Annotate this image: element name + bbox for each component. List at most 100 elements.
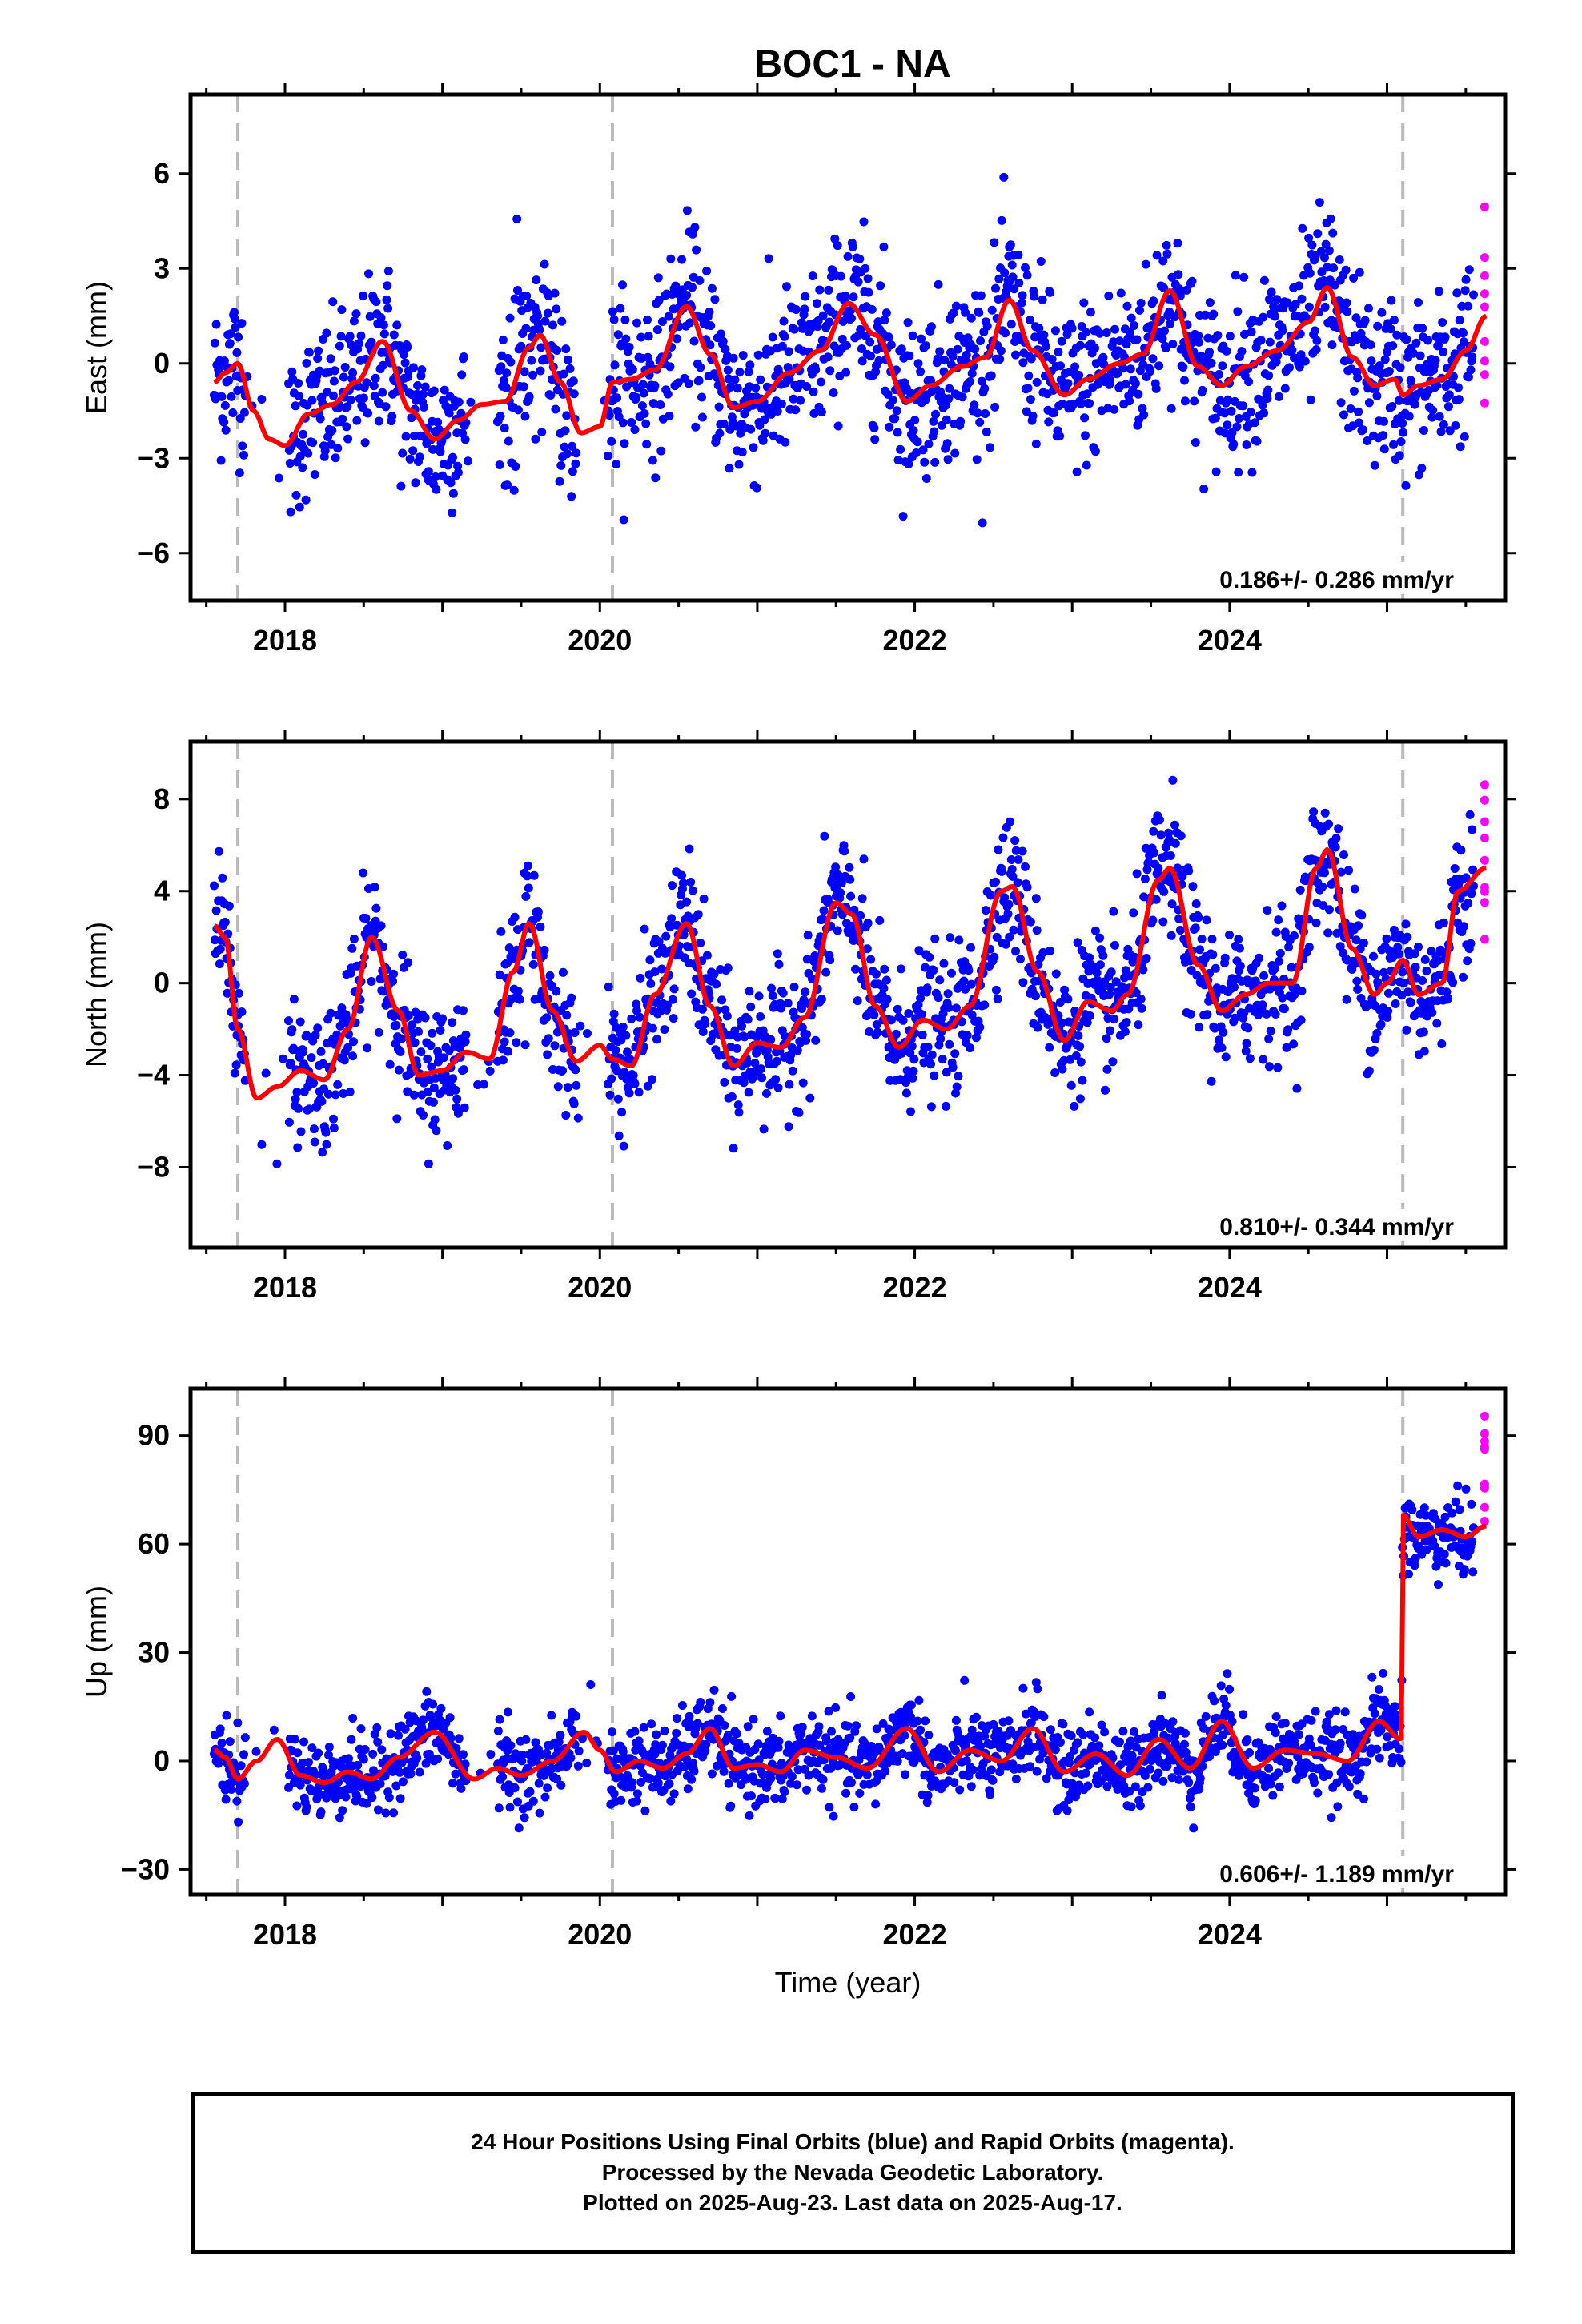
data-point bbox=[1072, 467, 1082, 476]
data-point bbox=[237, 1007, 247, 1017]
data-point bbox=[1080, 413, 1090, 423]
data-point bbox=[440, 385, 449, 395]
data-point bbox=[752, 483, 761, 493]
data-point bbox=[666, 1796, 676, 1806]
data-point bbox=[1258, 1000, 1267, 1010]
data-point bbox=[528, 370, 537, 380]
data-point bbox=[1056, 998, 1065, 1007]
data-point bbox=[383, 281, 392, 291]
rapid-point bbox=[1480, 370, 1489, 380]
data-point bbox=[349, 1037, 358, 1047]
data-point bbox=[1205, 1752, 1214, 1761]
data-point bbox=[432, 485, 441, 494]
data-point bbox=[1174, 914, 1184, 923]
data-point bbox=[567, 492, 576, 501]
rapid-point bbox=[1480, 855, 1489, 865]
data-point bbox=[293, 1143, 303, 1152]
data-point bbox=[1189, 1823, 1199, 1833]
data-point bbox=[239, 408, 249, 417]
data-point bbox=[998, 833, 1008, 842]
data-point bbox=[1031, 1678, 1041, 1687]
data-point bbox=[1079, 298, 1089, 308]
data-point bbox=[634, 1088, 644, 1097]
data-point bbox=[1265, 337, 1275, 347]
data-point bbox=[835, 1760, 845, 1770]
data-point bbox=[1200, 310, 1210, 320]
data-point bbox=[801, 987, 810, 997]
x-tick-label: 2020 bbox=[568, 1271, 632, 1304]
data-point bbox=[742, 1058, 752, 1068]
data-point bbox=[1115, 336, 1124, 346]
data-point bbox=[1205, 298, 1215, 308]
data-point bbox=[1130, 379, 1140, 388]
data-point bbox=[1026, 917, 1035, 927]
data-point bbox=[1129, 908, 1138, 918]
data-point bbox=[1093, 380, 1102, 389]
data-point bbox=[448, 1074, 457, 1084]
data-point bbox=[1160, 1719, 1170, 1728]
data-point bbox=[618, 418, 628, 428]
data-point bbox=[1220, 408, 1229, 418]
data-point bbox=[1006, 817, 1015, 826]
data-point bbox=[767, 983, 776, 993]
data-point bbox=[697, 412, 707, 422]
data-point bbox=[693, 1719, 702, 1728]
data-point bbox=[1377, 308, 1387, 317]
data-point bbox=[344, 1754, 353, 1763]
data-point bbox=[641, 419, 651, 428]
data-point bbox=[1372, 391, 1382, 400]
data-point bbox=[702, 266, 712, 275]
data-point bbox=[1353, 373, 1363, 383]
data-point bbox=[1007, 865, 1017, 874]
data-point bbox=[951, 1003, 961, 1013]
data-point bbox=[869, 1010, 879, 1019]
data-point bbox=[1411, 963, 1420, 972]
data-point bbox=[628, 1071, 638, 1080]
plot-frame bbox=[188, 92, 1508, 603]
data-point bbox=[612, 1066, 622, 1076]
data-point bbox=[1055, 432, 1065, 441]
data-point bbox=[343, 1043, 353, 1052]
data-point bbox=[1178, 363, 1188, 372]
data-point bbox=[1230, 1013, 1239, 1023]
data-point bbox=[506, 357, 516, 367]
data-point bbox=[275, 473, 283, 483]
data-point bbox=[211, 320, 221, 329]
data-point bbox=[1134, 389, 1143, 399]
data-point bbox=[1295, 281, 1303, 291]
data-point bbox=[453, 461, 463, 471]
data-point bbox=[959, 976, 969, 986]
data-point bbox=[686, 878, 696, 887]
data-point bbox=[722, 1011, 732, 1021]
data-point bbox=[975, 417, 985, 427]
data-point bbox=[817, 377, 825, 387]
data-point bbox=[1110, 404, 1119, 414]
data-point bbox=[794, 1108, 804, 1117]
rapid-point bbox=[1480, 356, 1489, 366]
data-point bbox=[550, 288, 560, 298]
data-point bbox=[360, 438, 370, 448]
data-point bbox=[881, 308, 891, 318]
data-point bbox=[1427, 412, 1437, 422]
data-point bbox=[569, 389, 579, 399]
data-point bbox=[963, 333, 973, 343]
data-point bbox=[1175, 291, 1185, 300]
data-point bbox=[420, 1013, 430, 1023]
data-point bbox=[224, 376, 234, 385]
data-point bbox=[367, 337, 376, 347]
data-point bbox=[374, 1805, 383, 1815]
data-point bbox=[853, 996, 862, 1006]
data-point bbox=[502, 368, 512, 378]
data-point bbox=[893, 1756, 902, 1766]
data-point bbox=[1256, 336, 1266, 345]
data-point bbox=[227, 392, 236, 401]
data-point bbox=[415, 452, 424, 462]
data-point bbox=[1434, 287, 1443, 296]
data-point bbox=[954, 935, 964, 945]
data-point bbox=[1118, 1727, 1128, 1736]
data-point bbox=[612, 1754, 622, 1763]
data-point bbox=[302, 1803, 311, 1812]
data-point bbox=[1298, 223, 1307, 233]
data-point bbox=[510, 1783, 520, 1793]
